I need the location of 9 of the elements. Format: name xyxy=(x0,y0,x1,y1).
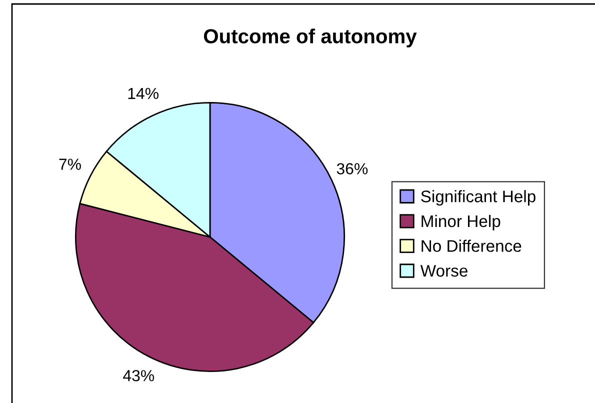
legend-label: Worse xyxy=(420,265,468,277)
data-label: 43% xyxy=(123,370,154,382)
data-label: 14% xyxy=(128,88,159,100)
data-label: 7% xyxy=(59,158,81,170)
legend-label: No Difference xyxy=(422,240,522,252)
legend-label: Significant Help xyxy=(421,190,536,206)
data-label: 36% xyxy=(336,163,368,174)
legend-label: Minor Help xyxy=(422,214,500,230)
chart-title: Outcome of autonomy xyxy=(204,28,417,48)
